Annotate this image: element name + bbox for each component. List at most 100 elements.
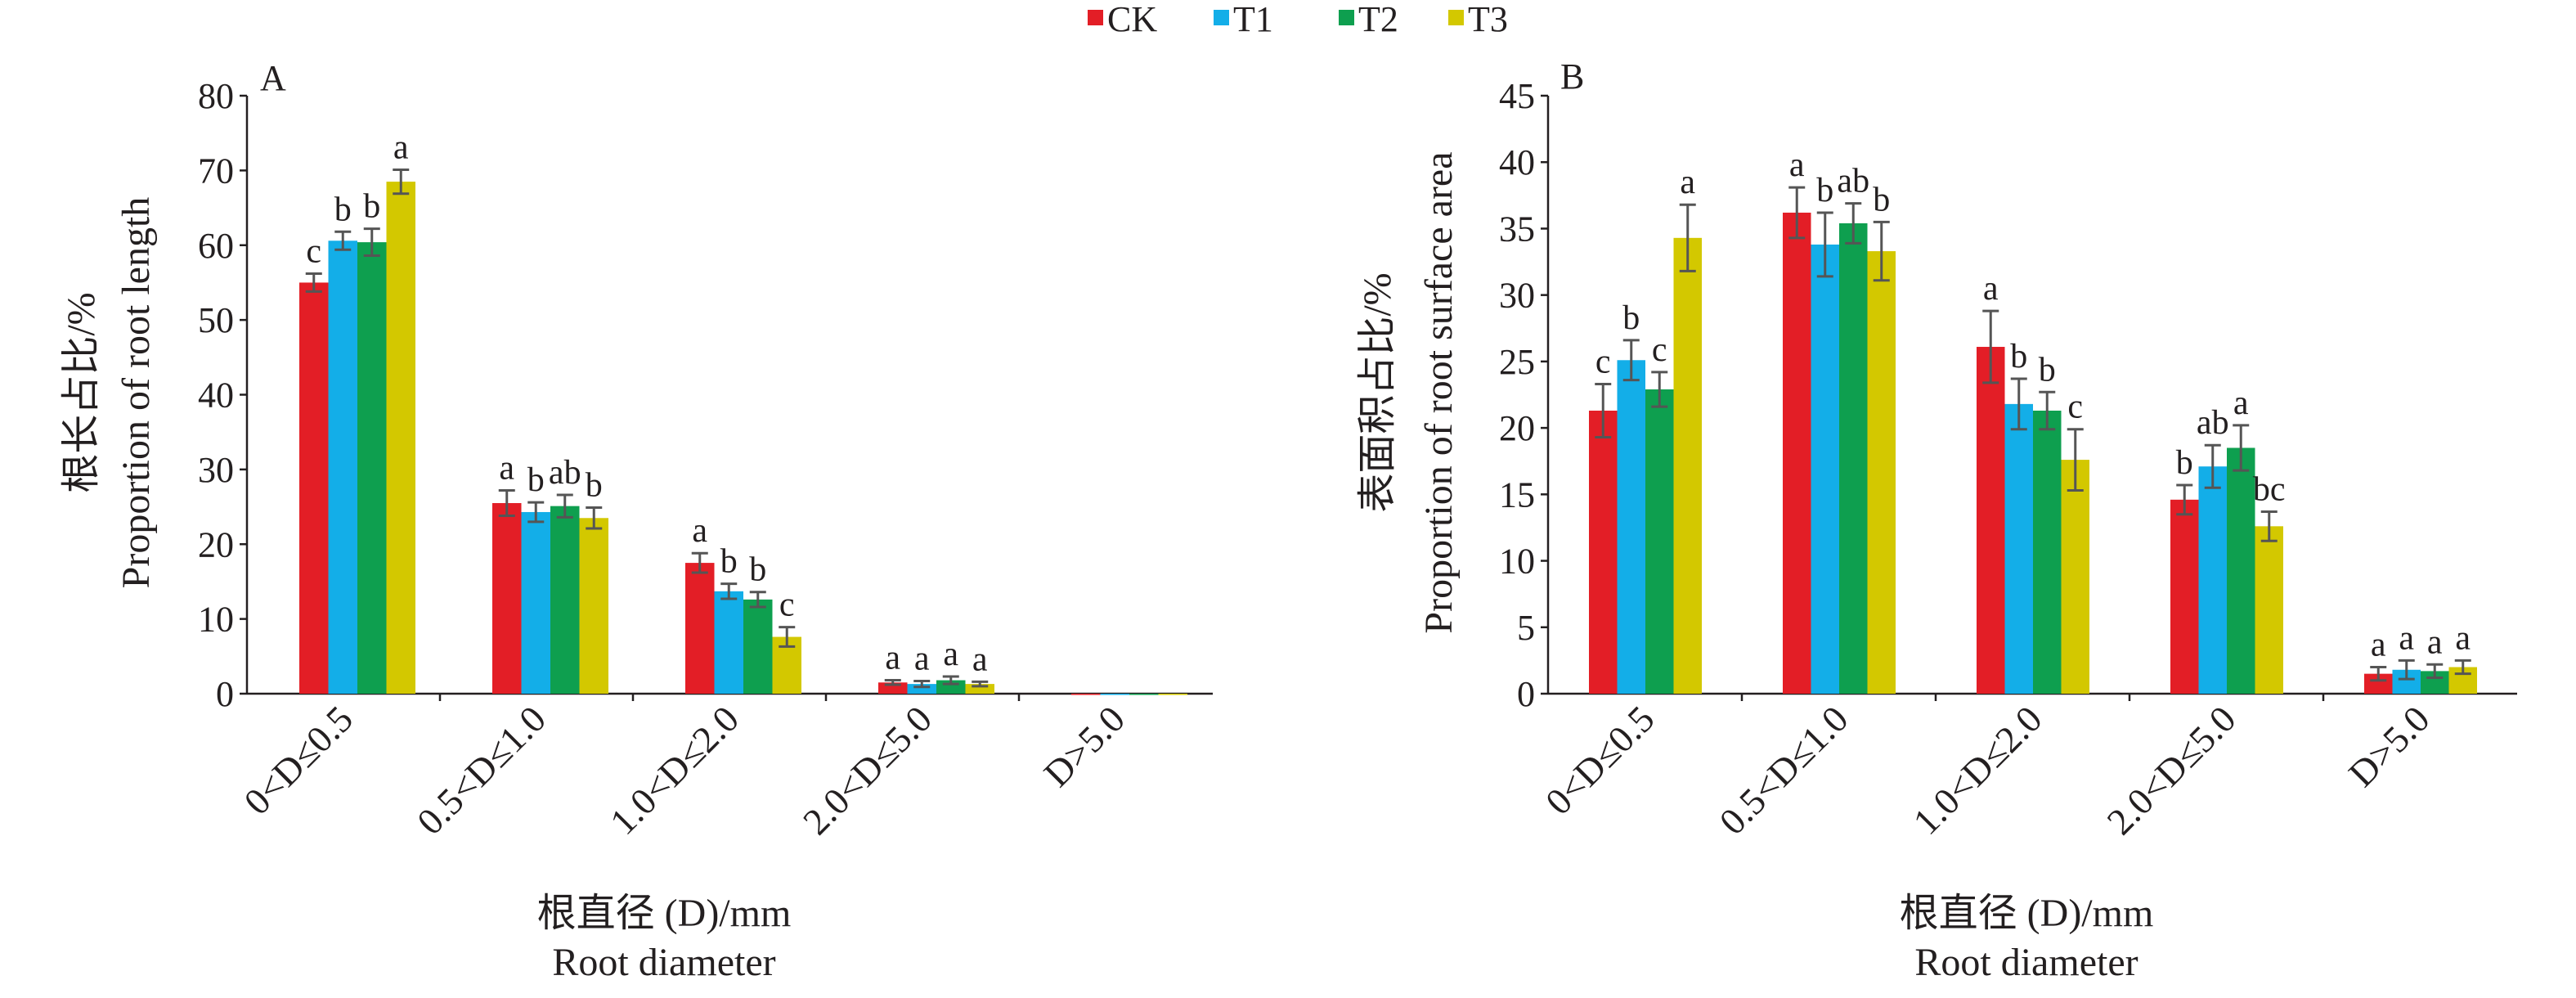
significance-letter-t3-2p0-d-5p0: a [972, 641, 988, 678]
significance-letter-t3-d-5p0: a [2455, 619, 2471, 657]
significance-letter-t3-1p0-d-2p0: c [2067, 389, 2083, 426]
panel-label: B [1560, 56, 1584, 97]
significance-letter-ck-0p5-d-1p0: a [499, 449, 514, 487]
x-tick-label-0-d-0p5: 0<D≤0.5 [236, 698, 361, 823]
y-tick-label-50: 50 [198, 300, 234, 340]
bar-ck-1p0-d-2p0 [685, 563, 715, 694]
significance-letter-t1-0-d-0p5: b [1622, 299, 1640, 337]
significance-letter-ck-0-d-0p5: c [1595, 344, 1611, 381]
legend-item-t1: T1 [1214, 0, 1273, 39]
significance-letter-t1-2p0-d-5p0: ab [2197, 404, 2229, 442]
x-tick-label-1p0-d-2p0: 1.0<D≤2.0 [602, 698, 747, 843]
y-tick-label-80: 80 [198, 76, 234, 116]
y-tick-label-35: 35 [1499, 209, 1535, 249]
y-tick-label-20: 20 [1499, 408, 1535, 448]
bar-t1-2p0-d-5p0 [2198, 466, 2227, 694]
significance-letter-t2-2p0-d-5p0: a [943, 636, 958, 673]
significance-letter-ck-d-5p0: a [2371, 627, 2386, 664]
y-tick-label-10: 10 [198, 600, 234, 640]
significance-letter-t1-2p0-d-5p0: a [914, 640, 930, 677]
x-axis-title-english: Root diameter [1914, 941, 2138, 984]
y-axis-title-english: Proportion of root surface area [1417, 151, 1461, 633]
y-axis-title-english: Proportion of root length [114, 197, 158, 589]
legend-item-ck: CK [1088, 0, 1157, 39]
bar-ck-2p0-d-5p0 [2170, 499, 2199, 694]
significance-letter-t3-0-d-0p5: a [1680, 164, 1695, 201]
bar-t1-1p0-d-2p0 [714, 591, 743, 694]
x-tick-label-0p5-d-1p0: 0.5<D≤1.0 [409, 698, 554, 843]
bar-t3-d-5p0 [1158, 694, 1187, 695]
significance-letter-t2-0-d-0p5: b [363, 188, 380, 226]
x-tick-label-d-5p0: D>5.0 [2340, 698, 2438, 795]
y-tick-label-20: 20 [198, 524, 234, 564]
bar-t2-0-d-0p5 [357, 242, 387, 695]
significance-letter-t2-0p5-d-1p0: ab [549, 454, 581, 492]
bar-t1-0p5-d-1p0 [521, 511, 550, 694]
y-tick-label-30: 30 [1499, 276, 1535, 316]
bar-t3-0p5-d-1p0 [579, 518, 608, 694]
bar-t3-1p0-d-2p0 [2061, 460, 2089, 694]
significance-letter-t1-1p0-d-2p0: b [720, 543, 738, 581]
significance-letter-t1-d-5p0: a [2399, 619, 2414, 657]
legend-label-t2: T2 [1358, 0, 1398, 39]
y-tick-label-15: 15 [1499, 474, 1535, 515]
y-axis-title-chinese: 根长占比/% [60, 292, 103, 492]
significance-letter-ck-0-d-0p5: c [306, 232, 321, 270]
category-group-1p0-d-2p0: ab bc [685, 512, 801, 694]
x-tick-label-2p0-d-5p0: 2.0<D≤5.0 [2098, 698, 2243, 843]
legend: CK T1 T2 T3 [1088, 0, 1508, 39]
bar-t2-2p0-d-5p0 [2227, 447, 2255, 694]
significance-letter-t2-1p0-d-2p0: b [749, 551, 766, 589]
x-axis-title-english: Root diameter [552, 941, 775, 984]
panel-b-root-surface-area-chart: B 0 5 10 15 20 25 30 35 40 45 表面积占比/% Proportion of … [1356, 56, 2517, 984]
bar-ck-0-d-0p5 [1589, 410, 1618, 694]
legend-label-t1: T1 [1233, 0, 1273, 39]
x-tick-label-0-d-0p5: 0<D≤0.5 [1537, 698, 1663, 823]
significance-letter-t1-1p0-d-2p0: b [2010, 338, 2027, 375]
bar-t2-0p5-d-1p0 [1839, 223, 1868, 694]
significance-letter-t2-d-5p0: a [2427, 623, 2443, 661]
significance-letter-t1-0p5-d-1p0: b [527, 461, 545, 499]
y-tick-label-0: 0 [216, 674, 234, 714]
legend-label-t3: T3 [1468, 0, 1508, 39]
category-group-0-d-0p5: cbc a [1589, 164, 1702, 694]
significance-letter-ck-1p0-d-2p0: a [1983, 270, 1999, 308]
significance-letter-t1-0p5-d-1p0: b [1816, 172, 1833, 209]
bar-ck-0p5-d-1p0 [492, 502, 522, 694]
y-tick-label-40: 40 [198, 375, 234, 416]
x-axis-title-chinese: 根直径 (D)/mm [537, 892, 792, 935]
bar-t1-d-5p0 [1100, 694, 1129, 695]
x-tick-label-d-5p0: D>5.0 [1036, 698, 1133, 795]
y-tick-label-5: 5 [1517, 608, 1535, 648]
y-tick-label-30: 30 [198, 450, 234, 490]
legend-item-t3: T3 [1448, 0, 1508, 39]
significance-letter-t2-0-d-0p5: c [1652, 331, 1667, 369]
bar-t1-0-d-0p5 [328, 241, 357, 695]
significance-letter-t3-1p0-d-2p0: c [779, 587, 795, 624]
significance-letter-t2-0p5-d-1p0: ab [1837, 163, 1869, 200]
bar-t3-2p0-d-5p0 [965, 684, 994, 694]
legend-swatch-t1 [1214, 10, 1229, 25]
y-axis-title-chinese: 表面积占比/% [1356, 272, 1399, 512]
bar-t3-2p0-d-5p0 [2255, 526, 2283, 694]
bar-t1-0-d-0p5 [1617, 360, 1645, 694]
bar-t2-0p5-d-1p0 [550, 506, 580, 694]
bar-t3-0-d-0p5 [386, 182, 415, 695]
significance-letter-t1-0-d-0p5: b [334, 191, 352, 228]
panel-a-root-length-chart: A 0 10 20 30 40 50 60 70 80 根长占比/% Proportion of ro… [60, 58, 1213, 984]
y-tick-label-0: 0 [1517, 674, 1535, 714]
significance-letter-ck-0p5-d-1p0: a [1789, 146, 1805, 184]
y-tick-label-45: 45 [1499, 76, 1535, 116]
bar-t1-2p0-d-5p0 [907, 684, 936, 694]
legend-label-ck: CK [1107, 0, 1157, 39]
y-tick-label-70: 70 [198, 151, 234, 191]
category-group-1p0-d-2p0: ab bc [1977, 270, 2089, 694]
significance-letter-ck-2p0-d-5p0: b [2176, 444, 2193, 482]
bar-t2-d-5p0 [1129, 694, 1159, 695]
panel-label: A [260, 58, 286, 98]
y-tick-label-40: 40 [1499, 142, 1535, 182]
y-tick-label-25: 25 [1499, 342, 1535, 382]
